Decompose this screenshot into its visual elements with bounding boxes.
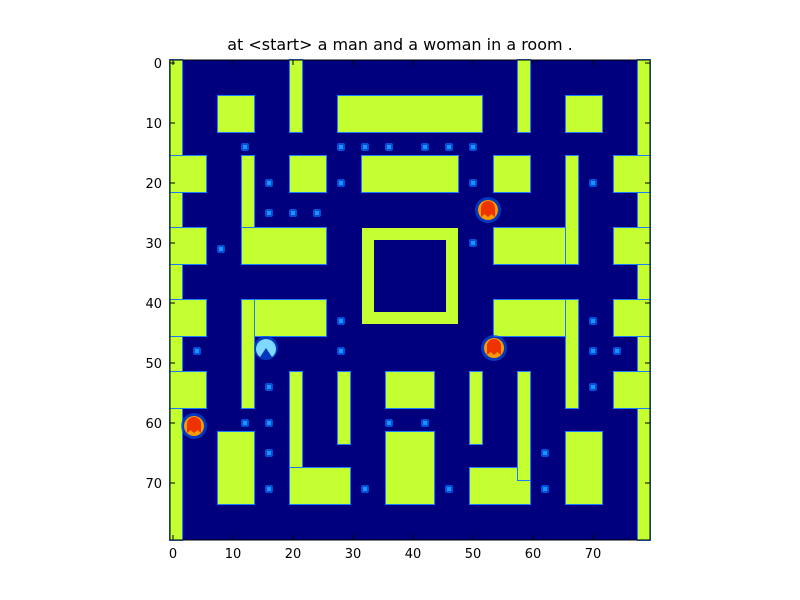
x-tick-label: 20 <box>285 547 302 562</box>
wall-block <box>386 372 434 408</box>
pellet <box>471 241 475 245</box>
wall-block <box>170 300 206 336</box>
ghost-icon <box>487 339 501 355</box>
pellet <box>591 349 595 353</box>
wall-block <box>566 300 578 408</box>
y-tick-label: 0 <box>154 57 162 72</box>
x-tick-label: 60 <box>525 547 542 562</box>
wall-block <box>566 432 602 504</box>
y-tick-label: 20 <box>145 177 162 192</box>
pellet <box>471 181 475 185</box>
pellet <box>315 211 319 215</box>
x-tick-label: 0 <box>169 547 177 562</box>
wall-block <box>170 228 206 264</box>
x-tick-label: 50 <box>465 547 482 562</box>
y-tick-label: 30 <box>145 237 162 252</box>
wall-block <box>614 228 650 264</box>
wall-block <box>242 228 326 264</box>
wall-block <box>470 372 482 444</box>
pellet <box>615 349 619 353</box>
wall-block <box>290 372 302 480</box>
wall-block <box>518 60 530 132</box>
pellet <box>267 451 271 455</box>
pellet <box>291 211 295 215</box>
pellet <box>243 145 247 149</box>
pellet <box>339 349 343 353</box>
y-tick-label: 70 <box>145 477 162 492</box>
pellet <box>339 319 343 323</box>
ghost-icon <box>481 201 495 217</box>
pacman-icon <box>256 339 276 357</box>
ghost-house <box>362 228 458 324</box>
pellet <box>339 145 343 149</box>
pellet <box>423 145 427 149</box>
wall-block <box>614 372 650 408</box>
wall-block <box>494 228 578 264</box>
pellet <box>543 487 547 491</box>
pellet <box>267 181 271 185</box>
ghost-icon <box>187 417 201 433</box>
game-board <box>169 59 651 541</box>
pellet <box>219 247 223 251</box>
pellet <box>363 145 367 149</box>
pellet <box>543 451 547 455</box>
chart-title: at <start> a man and a woman in a room . <box>227 35 573 54</box>
x-tick-label: 10 <box>225 547 242 562</box>
wall-block <box>218 96 254 132</box>
wall-block <box>566 96 602 132</box>
y-tick-label: 50 <box>145 357 162 372</box>
pellet <box>243 421 247 425</box>
wall-block <box>494 156 530 192</box>
pellet <box>591 319 595 323</box>
pellet <box>267 385 271 389</box>
x-axis-ticks: 0 10 20 30 40 50 60 70 <box>169 60 601 562</box>
wall-block <box>614 156 650 192</box>
wall-block <box>566 156 578 264</box>
wall-block <box>338 96 482 132</box>
plot-frame <box>169 59 651 541</box>
x-tick-label: 40 <box>405 547 422 562</box>
wall-block <box>170 156 206 192</box>
pellet <box>363 487 367 491</box>
wall-block <box>290 468 350 504</box>
pellet <box>267 487 271 491</box>
wall-block <box>614 300 650 336</box>
pellet <box>267 421 271 425</box>
pellet <box>447 145 451 149</box>
y-tick-label: 10 <box>145 117 162 132</box>
x-tick-label: 30 <box>345 547 362 562</box>
wall-block <box>170 372 206 408</box>
wall-block <box>338 372 350 444</box>
pellet <box>471 145 475 149</box>
y-axis-ticks: 0 10 20 30 40 50 60 70 <box>145 57 650 492</box>
wall-block <box>242 300 326 336</box>
wall-block <box>290 60 302 132</box>
pellet <box>591 181 595 185</box>
pellet <box>387 421 391 425</box>
pellet <box>423 421 427 425</box>
pellet <box>447 487 451 491</box>
wall-block <box>362 156 458 192</box>
wall-block <box>218 432 254 504</box>
wall-block <box>494 300 578 336</box>
wall-block <box>242 300 254 408</box>
pellet <box>387 145 391 149</box>
wall-block <box>518 372 530 480</box>
y-tick-label: 60 <box>145 417 162 432</box>
pellet <box>339 181 343 185</box>
wall-block <box>290 156 326 192</box>
x-tick-label: 70 <box>585 547 602 562</box>
pellet <box>591 385 595 389</box>
pellet <box>267 211 271 215</box>
pellet <box>195 349 199 353</box>
y-tick-label: 40 <box>145 297 162 312</box>
wall-block <box>386 432 434 504</box>
